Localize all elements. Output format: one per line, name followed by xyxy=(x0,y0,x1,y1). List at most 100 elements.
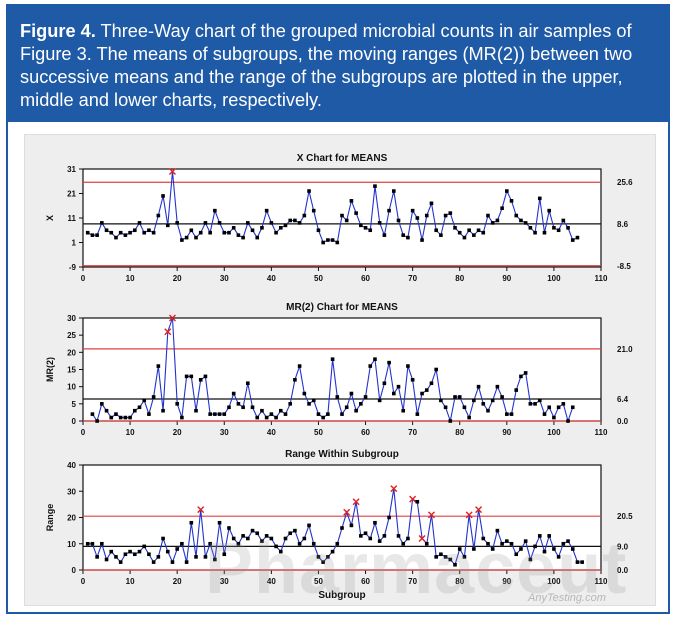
mr-chart-xtick-label: 40 xyxy=(267,428,276,437)
range-chart-data-point xyxy=(138,550,142,554)
range-chart-data-point xyxy=(100,542,104,546)
x-chart-data-point xyxy=(166,224,170,228)
x-chart-data-point xyxy=(354,211,358,215)
mr-chart-ylabel: MR(2) xyxy=(45,357,55,382)
caption-label: Figure 4. xyxy=(20,21,96,41)
mr-chart-data-point xyxy=(500,395,504,399)
x-chart-data-point xyxy=(255,236,259,240)
range-chart-data-point xyxy=(194,555,198,559)
x-chart-data-point xyxy=(566,226,570,230)
mr-chart-xtick-label: 20 xyxy=(173,428,182,437)
range-chart-data-point xyxy=(218,521,222,525)
mr-chart-data-point xyxy=(293,378,297,382)
mr-chart-center-label: 6.4 xyxy=(617,395,629,404)
mr-chart-data-point xyxy=(147,412,151,416)
x-chart-data-point xyxy=(481,231,485,235)
mr-chart-data-point xyxy=(519,375,523,379)
x-chart-data-point xyxy=(251,228,255,232)
x-chart-xtick-label: 50 xyxy=(314,274,323,283)
x-chart-data-point xyxy=(364,226,368,230)
mr-chart-data-point xyxy=(284,412,288,416)
mr-chart-data-point xyxy=(411,378,415,382)
mr-chart-data-point xyxy=(529,402,533,406)
x-chart-data-point xyxy=(458,231,462,235)
range-chart-data-point xyxy=(114,555,118,559)
mr-chart-data-point xyxy=(185,375,189,379)
x-chart-data-point xyxy=(467,228,471,232)
mr-chart-data-point xyxy=(533,402,537,406)
mr-chart-data-point xyxy=(255,416,259,420)
mr-chart-xtick-label: 0 xyxy=(81,428,86,437)
mr-chart-data-point xyxy=(213,412,217,416)
range-chart-data-point xyxy=(157,555,161,559)
mr-chart-ytick-label: 5 xyxy=(72,400,77,409)
x-chart-ytick-label: 1 xyxy=(72,239,77,248)
mr-chart-ytick-label: 25 xyxy=(67,331,76,340)
mr-chart-data-point xyxy=(552,416,556,420)
mr-chart-data-point xyxy=(359,402,363,406)
x-chart-data-point xyxy=(368,228,372,232)
mr-chart-data-point xyxy=(406,364,410,368)
x-chart-data-point xyxy=(350,199,354,203)
mr-chart-data-point xyxy=(246,381,250,385)
range-chart-ytick-label: 20 xyxy=(67,514,76,523)
x-chart-data-point xyxy=(514,214,518,218)
caption-text: Three-Way chart of the grouped microbial… xyxy=(20,21,632,110)
x-chart-data-point xyxy=(449,211,453,215)
x-chart-xtick-label: 70 xyxy=(408,274,417,283)
x-chart-data-point xyxy=(416,216,420,220)
x-chart-data-point xyxy=(533,231,537,235)
x-chart-data-point xyxy=(147,228,151,232)
x-chart-data-point xyxy=(529,226,533,230)
x-chart-data-point xyxy=(552,226,556,230)
x-chart-xtick-label: 60 xyxy=(361,274,370,283)
mr-chart-data-point xyxy=(204,375,208,379)
x-chart-data-point xyxy=(486,214,490,218)
x-chart-data-point xyxy=(218,221,222,225)
x-chart-data-point xyxy=(204,221,208,225)
x-chart-ucl-label: 25.6 xyxy=(617,178,633,187)
x-chart-xtick-label: 0 xyxy=(81,274,86,283)
mr-chart-data-point xyxy=(274,416,278,420)
mr-chart-data-point xyxy=(430,381,434,385)
x-chart-data-point xyxy=(491,221,495,225)
x-chart-data-point xyxy=(119,231,123,235)
range-chart-ytick-label: 40 xyxy=(67,461,76,470)
mr-chart-xtick-label: 60 xyxy=(361,428,370,437)
mr-chart-data-point xyxy=(425,388,429,392)
x-chart-xtick-label: 110 xyxy=(595,274,608,283)
x-chart-data-point xyxy=(387,209,391,213)
x-chart-data-point xyxy=(397,219,401,223)
x-chart-data-point xyxy=(378,221,382,225)
mr-chart-data-point xyxy=(524,371,528,375)
mr-chart-xtick-label: 80 xyxy=(455,428,464,437)
x-chart-xtick-label: 80 xyxy=(455,274,464,283)
x-chart-data-point xyxy=(222,231,226,235)
x-chart-data-point xyxy=(557,228,561,232)
mr-chart-data-point xyxy=(109,416,113,420)
mr-chart-data-point xyxy=(138,405,142,409)
range-chart-data-point xyxy=(152,560,156,564)
mr-chart-data-point xyxy=(387,361,391,365)
mr-chart-data-point xyxy=(368,364,372,368)
x-chart-data-point xyxy=(86,231,90,235)
mr-chart-data-point xyxy=(486,409,490,413)
mr-chart-data-point xyxy=(340,412,344,416)
mr-chart-data-point xyxy=(279,409,283,413)
x-chart-data-point xyxy=(208,231,212,235)
x-chart-data-point xyxy=(345,219,349,223)
mr-chart-data-point xyxy=(142,399,146,403)
x-chart-data-point xyxy=(331,238,335,242)
mr-chart-data-point xyxy=(439,399,443,403)
mr-chart-xtick-label: 70 xyxy=(408,428,417,437)
range-chart-data-point xyxy=(190,521,194,525)
mr-chart-data-point xyxy=(331,357,335,361)
mr-chart-data-point xyxy=(392,392,396,396)
x-chart-data-point xyxy=(303,214,307,218)
mr-chart-data-point xyxy=(543,412,547,416)
x-chart-data-point xyxy=(161,194,165,198)
x-chart-data-point xyxy=(401,233,405,237)
x-chart-data-point xyxy=(434,228,438,232)
mr-chart-xtick-label: 50 xyxy=(314,428,323,437)
x-chart-data-point xyxy=(335,241,339,245)
